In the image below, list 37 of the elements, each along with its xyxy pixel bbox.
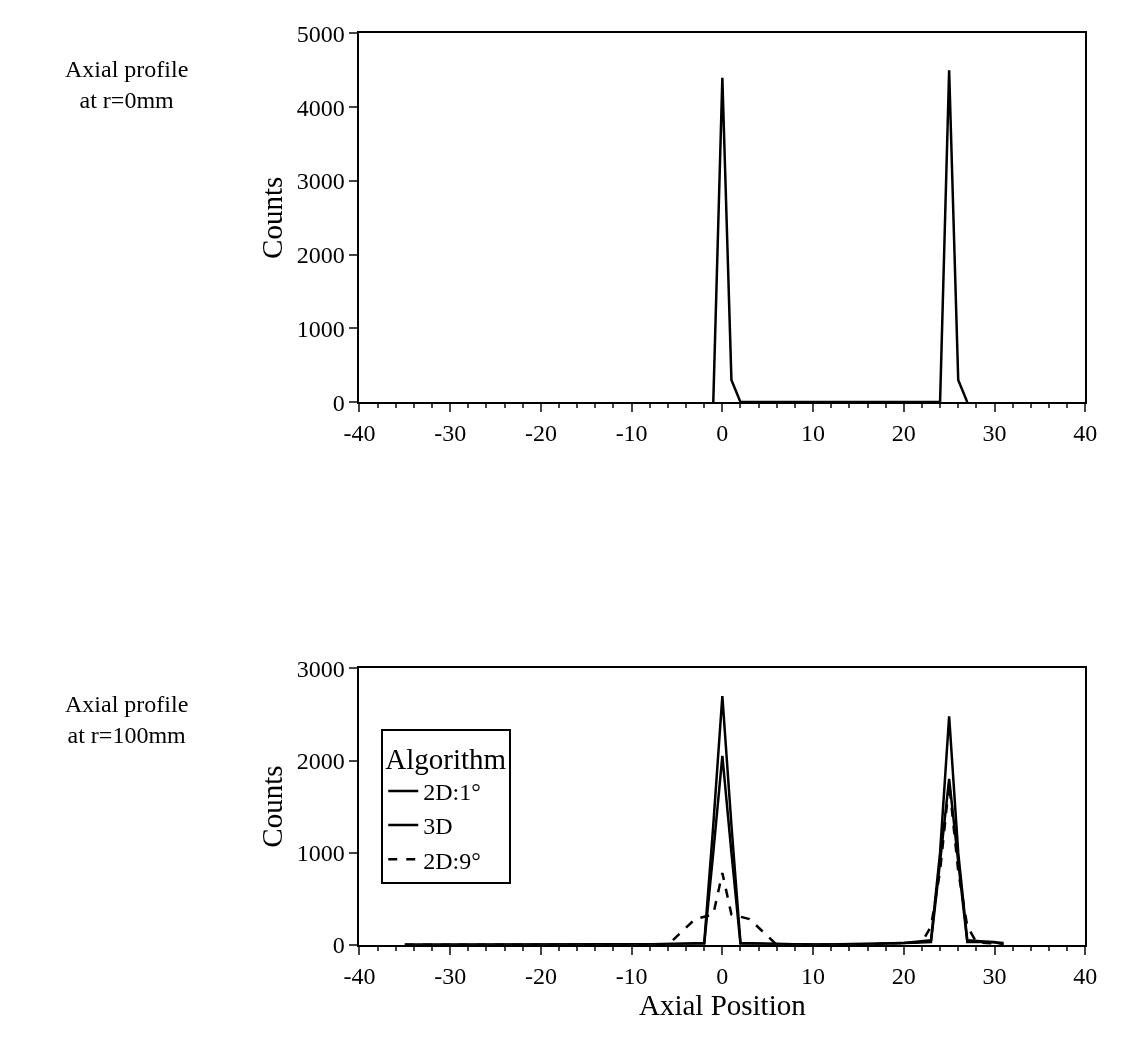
x-tick-label: -20	[524, 419, 557, 446]
legend-label: 3D	[423, 813, 453, 840]
x-tick-label: 30	[982, 962, 1007, 989]
legend-label: 2D:9°	[423, 847, 481, 874]
text: Axial profile at r=100mm	[65, 691, 189, 749]
x-tick-label: -10	[615, 419, 648, 446]
x-tick-label: 20	[891, 962, 916, 989]
x-tick-label: 10	[801, 962, 826, 989]
legend-title: Algorithm	[385, 742, 507, 775]
x-tick-label: 0	[716, 419, 729, 446]
y-tick-label: 1000	[296, 315, 345, 342]
x-tick-label: -20	[524, 962, 557, 989]
x-tick-label: -10	[615, 962, 648, 989]
y-tick-label: 3000	[296, 655, 345, 682]
text: Axial profile at r=0mm	[65, 56, 189, 114]
x-tick-label: -30	[434, 962, 467, 989]
x-tick-label: 10	[801, 419, 826, 446]
x-tick-label: 20	[891, 419, 916, 446]
y-tick-label: 4000	[296, 94, 345, 121]
y-tick-label: 3000	[296, 168, 345, 195]
x-tick-label: -40	[343, 962, 376, 989]
x-tick-label: 40	[1073, 419, 1098, 446]
y-axis-title: Counts	[255, 765, 288, 848]
x-axis-title: Axial Position	[638, 988, 807, 1021]
y-axis-title: Counts	[255, 176, 288, 259]
y-tick-label: 0	[332, 389, 345, 416]
legend-label: 2D:1°	[423, 779, 481, 806]
y-tick-label: 1000	[296, 840, 345, 867]
x-tick-label: 0	[716, 962, 729, 989]
y-tick-label: 2000	[296, 242, 345, 269]
x-tick-label: -30	[434, 419, 467, 446]
x-tick-label: 30	[982, 419, 1007, 446]
x-tick-label: 40	[1073, 962, 1098, 989]
y-tick-label: 2000	[296, 747, 345, 774]
y-tick-label: 0	[332, 932, 345, 959]
y-tick-label: 5000	[296, 20, 345, 47]
x-tick-label: -40	[343, 419, 376, 446]
